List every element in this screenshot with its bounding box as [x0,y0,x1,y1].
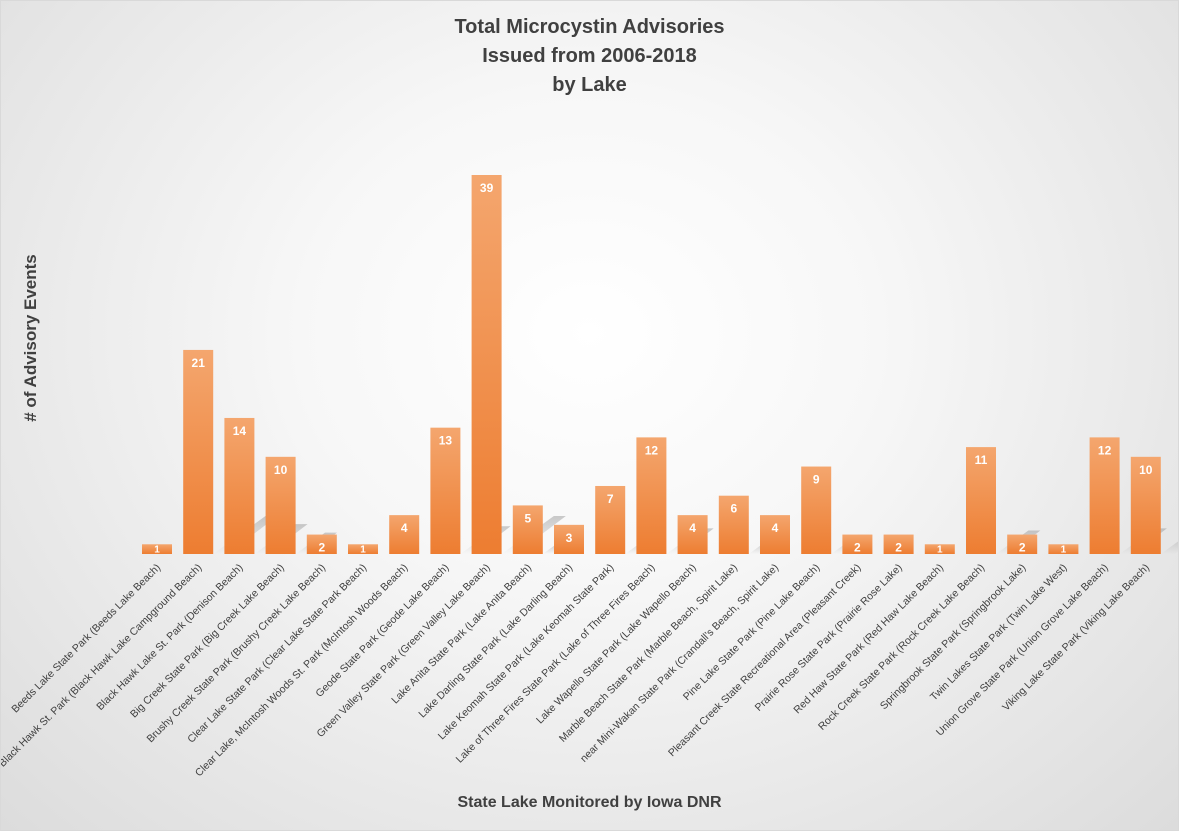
data-label: 1 [360,545,366,556]
data-label: 1 [154,545,160,556]
bar [1048,544,1079,554]
bar [265,456,296,554]
data-label: 1 [937,545,943,556]
data-label: 2 [895,541,902,555]
bar [512,505,543,554]
bar-shadow [1160,541,1178,554]
x-tick-label: near Mini-Wakan State Park (Crandall's B… [578,562,781,765]
bar [183,349,214,554]
data-label: 6 [730,502,737,516]
bar [677,515,708,554]
data-label: 11 [975,453,988,467]
bar [306,534,337,554]
x-axis-label: State Lake Monitored by Iowa DNR [457,794,722,811]
bar [924,544,955,554]
data-label: 12 [645,443,659,457]
chart-title: Total Microcystin Advisories Issued from… [1,13,1178,100]
bars-group [142,175,1161,554]
data-label: 14 [233,424,247,438]
data-label: 4 [772,521,779,535]
chart-title-line-2: Issued from 2006-2018 [482,45,697,67]
data-label: 12 [1098,443,1112,457]
x-tick-label: Pleasant Creek State Recreational Area (… [666,562,864,760]
bar [636,437,667,554]
x-tick-label: Beeds Lake State Park (Beeds Lake Beach) [9,562,163,716]
data-label: 4 [401,521,408,535]
x-tick-labels-group: Beeds Lake State Park (Beeds Lake Beach)… [1,562,1152,779]
data-label: 13 [439,434,453,448]
data-label: 21 [192,356,206,370]
x-tick-label: Lake Darling State Park (Lake Darling Be… [416,562,575,721]
bar [595,485,626,554]
x-tick-label: Big Creek State Park (Big Creek Lake Bea… [128,562,287,721]
data-label: 10 [274,463,288,477]
data-label: 2 [318,541,325,555]
bar [389,515,420,554]
data-label: 2 [854,541,861,555]
data-label: 7 [607,492,614,506]
bar [966,447,996,554]
bar [554,524,584,554]
data-label: 39 [480,181,494,195]
bar [1007,534,1038,554]
bar [224,417,255,554]
data-label: 10 [1139,463,1153,477]
bar [1089,437,1120,554]
bar [471,175,502,554]
data-label: 1 [1061,545,1067,556]
x-tick-label: Lake of Three Fires State Park (Lake of … [454,562,658,766]
bar [348,544,378,554]
x-tick-label: Springbrook State Park (Springbrook Lake… [878,562,1028,712]
bar [430,427,461,554]
bar [718,495,749,554]
bar [801,466,832,554]
bar [1130,456,1161,554]
bar [760,515,790,554]
data-label: 4 [689,521,696,535]
x-tick-label: Viking Lake State Park (Viking Lake Beac… [1000,562,1152,714]
bar [842,534,873,554]
bar [883,534,914,554]
x-tick-label: Black Hawk Lake St. Park (Denison Beach) [94,562,245,713]
data-label: 5 [524,511,531,525]
data-label: 2 [1019,541,1026,555]
x-tick-label: Red Haw State Park (Red Haw Lake Beach) [791,562,946,717]
data-label: 3 [566,531,573,545]
x-tick-label: Prairie Rose State Park (Prairie Rose La… [753,562,905,714]
bar [142,544,172,554]
data-label: 9 [813,473,820,487]
chart-title-line-1: Total Microcystin Advisories [454,16,725,38]
chart-title-line-3: by Lake [552,74,627,96]
